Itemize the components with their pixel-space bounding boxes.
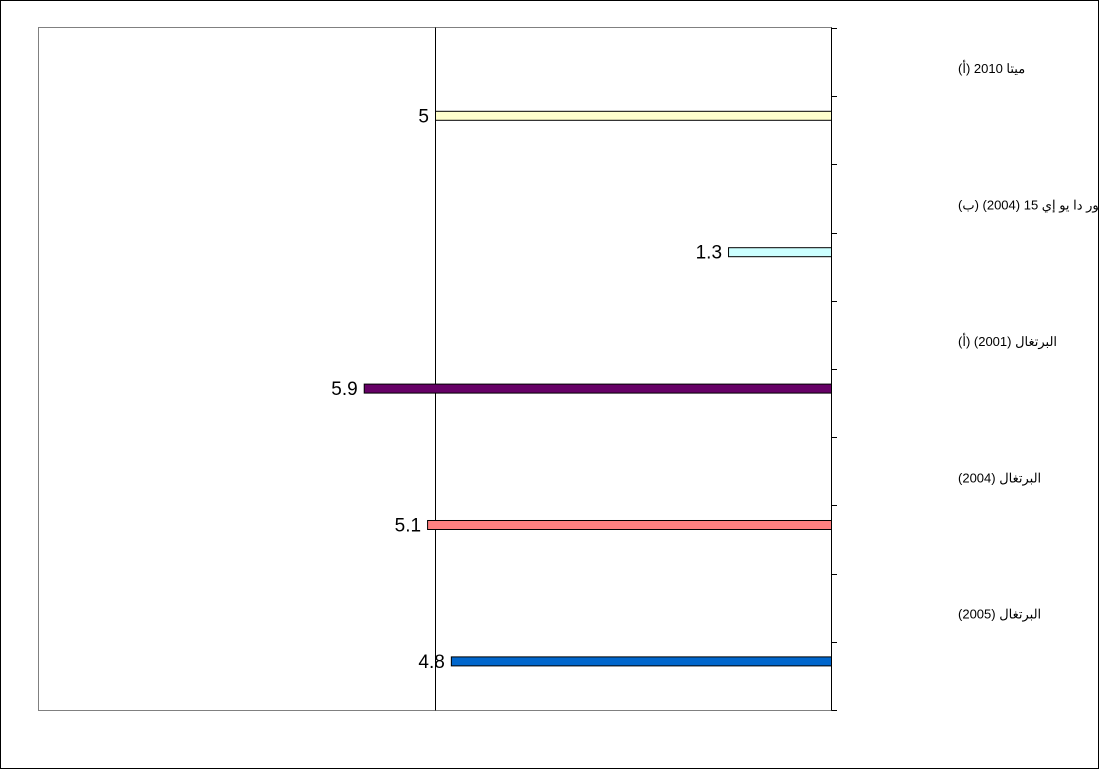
data-label-5: 4.8 (418, 652, 444, 673)
category-labels: ميتا 2010 (أ) ميلهور فالور دا يو إي 15 (2… (958, 60, 1099, 623)
category-label-1: ميتا 2010 (أ) (958, 60, 1025, 76)
axis-ticks (831, 28, 837, 711)
bar-4 (427, 519, 832, 530)
category-label-5: البرتغال (2005) (958, 607, 1041, 623)
bar-5 (450, 656, 832, 667)
bar-1 (435, 110, 832, 121)
bars (363, 110, 832, 667)
data-labels: 5 1.3 5.9 5.1 4.8 (331, 106, 722, 673)
data-label-1: 5 (418, 106, 429, 127)
data-label-2: 1.3 (696, 243, 722, 264)
category-label-2: ميلهور فالور دا يو إي 15 (2004) (ب) (958, 198, 1099, 214)
data-label-4: 5.1 (395, 515, 421, 536)
category-label-4: البرتغال (2004) (958, 470, 1041, 486)
data-label-3: 5.9 (331, 379, 357, 400)
bar-3 (363, 383, 832, 394)
bar-2 (728, 247, 832, 258)
category-label-3: البرتغال (2001) (أ) (958, 333, 1057, 350)
